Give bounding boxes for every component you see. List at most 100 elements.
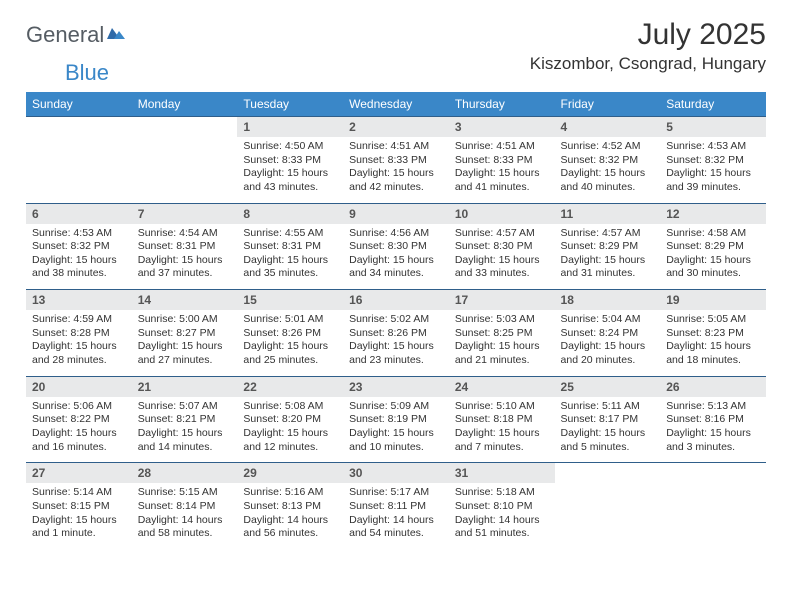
title-block: July 2025 Kiszombor, Csongrad, Hungary [530, 18, 766, 74]
day-number: 22 [237, 377, 343, 397]
day-details: Sunrise: 5:17 AMSunset: 8:11 PMDaylight:… [343, 483, 449, 549]
day-number: 9 [343, 204, 449, 224]
day-cell: 24Sunrise: 5:10 AMSunset: 8:18 PMDayligh… [449, 376, 555, 463]
day-number: 23 [343, 377, 449, 397]
location: Kiszombor, Csongrad, Hungary [530, 54, 766, 74]
day-details: Sunrise: 5:02 AMSunset: 8:26 PMDaylight:… [343, 310, 449, 376]
day-details: Sunrise: 5:05 AMSunset: 8:23 PMDaylight:… [660, 310, 766, 376]
day-details: Sunrise: 4:57 AMSunset: 8:30 PMDaylight:… [449, 224, 555, 290]
day-number: 28 [132, 463, 238, 483]
logo-text-blue: Blue [65, 60, 109, 86]
day-number: 21 [132, 377, 238, 397]
day-details: Sunrise: 4:53 AMSunset: 8:32 PMDaylight:… [660, 137, 766, 203]
day-number: 31 [449, 463, 555, 483]
day-number: 30 [343, 463, 449, 483]
day-details: Sunrise: 5:03 AMSunset: 8:25 PMDaylight:… [449, 310, 555, 376]
day-cell: 30Sunrise: 5:17 AMSunset: 8:11 PMDayligh… [343, 463, 449, 549]
day-header-wednesday: Wednesday [343, 92, 449, 117]
day-details: Sunrise: 5:13 AMSunset: 8:16 PMDaylight:… [660, 397, 766, 463]
day-number [660, 463, 766, 483]
day-cell: 9Sunrise: 4:56 AMSunset: 8:30 PMDaylight… [343, 203, 449, 290]
day-number: 18 [555, 290, 661, 310]
calendar-table: SundayMondayTuesdayWednesdayThursdayFrid… [26, 92, 766, 549]
day-details: Sunrise: 4:51 AMSunset: 8:33 PMDaylight:… [343, 137, 449, 203]
day-number: 6 [26, 204, 132, 224]
day-details: Sunrise: 4:53 AMSunset: 8:32 PMDaylight:… [26, 224, 132, 290]
day-cell: 14Sunrise: 5:00 AMSunset: 8:27 PMDayligh… [132, 290, 238, 377]
logo: General [26, 18, 128, 48]
day-number: 12 [660, 204, 766, 224]
day-details: Sunrise: 5:18 AMSunset: 8:10 PMDaylight:… [449, 483, 555, 549]
day-number: 15 [237, 290, 343, 310]
day-number: 2 [343, 117, 449, 137]
day-cell: 28Sunrise: 5:15 AMSunset: 8:14 PMDayligh… [132, 463, 238, 549]
day-cell: 16Sunrise: 5:02 AMSunset: 8:26 PMDayligh… [343, 290, 449, 377]
day-cell: 22Sunrise: 5:08 AMSunset: 8:20 PMDayligh… [237, 376, 343, 463]
day-details: Sunrise: 4:55 AMSunset: 8:31 PMDaylight:… [237, 224, 343, 290]
day-number: 25 [555, 377, 661, 397]
day-details: Sunrise: 5:07 AMSunset: 8:21 PMDaylight:… [132, 397, 238, 463]
day-details: Sunrise: 5:16 AMSunset: 8:13 PMDaylight:… [237, 483, 343, 549]
day-number: 24 [449, 377, 555, 397]
day-header-sunday: Sunday [26, 92, 132, 117]
day-cell: 18Sunrise: 5:04 AMSunset: 8:24 PMDayligh… [555, 290, 661, 377]
day-number: 13 [26, 290, 132, 310]
day-cell: 21Sunrise: 5:07 AMSunset: 8:21 PMDayligh… [132, 376, 238, 463]
month-title: July 2025 [530, 18, 766, 52]
day-number: 1 [237, 117, 343, 137]
day-header-thursday: Thursday [449, 92, 555, 117]
day-cell [555, 463, 661, 549]
day-number: 4 [555, 117, 661, 137]
day-number: 3 [449, 117, 555, 137]
day-number: 29 [237, 463, 343, 483]
day-details: Sunrise: 4:51 AMSunset: 8:33 PMDaylight:… [449, 137, 555, 203]
day-header-monday: Monday [132, 92, 238, 117]
day-cell: 11Sunrise: 4:57 AMSunset: 8:29 PMDayligh… [555, 203, 661, 290]
day-cell: 19Sunrise: 5:05 AMSunset: 8:23 PMDayligh… [660, 290, 766, 377]
day-details: Sunrise: 4:52 AMSunset: 8:32 PMDaylight:… [555, 137, 661, 203]
day-number: 19 [660, 290, 766, 310]
day-details: Sunrise: 5:08 AMSunset: 8:20 PMDaylight:… [237, 397, 343, 463]
day-cell: 25Sunrise: 5:11 AMSunset: 8:17 PMDayligh… [555, 376, 661, 463]
day-number: 7 [132, 204, 238, 224]
day-number: 5 [660, 117, 766, 137]
logo-text-gray: General [26, 22, 104, 48]
day-header-friday: Friday [555, 92, 661, 117]
day-number [555, 463, 661, 483]
day-number: 26 [660, 377, 766, 397]
day-cell: 6Sunrise: 4:53 AMSunset: 8:32 PMDaylight… [26, 203, 132, 290]
day-cell: 26Sunrise: 5:13 AMSunset: 8:16 PMDayligh… [660, 376, 766, 463]
day-header-tuesday: Tuesday [237, 92, 343, 117]
day-number: 17 [449, 290, 555, 310]
week-row: 27Sunrise: 5:14 AMSunset: 8:15 PMDayligh… [26, 463, 766, 549]
day-details: Sunrise: 4:56 AMSunset: 8:30 PMDaylight:… [343, 224, 449, 290]
day-number [132, 117, 238, 137]
day-details: Sunrise: 5:15 AMSunset: 8:14 PMDaylight:… [132, 483, 238, 549]
day-details: Sunrise: 5:04 AMSunset: 8:24 PMDaylight:… [555, 310, 661, 376]
week-row: 6Sunrise: 4:53 AMSunset: 8:32 PMDaylight… [26, 203, 766, 290]
week-row: 13Sunrise: 4:59 AMSunset: 8:28 PMDayligh… [26, 290, 766, 377]
day-cell [26, 117, 132, 204]
day-details: Sunrise: 5:06 AMSunset: 8:22 PMDaylight:… [26, 397, 132, 463]
day-details: Sunrise: 5:14 AMSunset: 8:15 PMDaylight:… [26, 483, 132, 549]
week-row: 20Sunrise: 5:06 AMSunset: 8:22 PMDayligh… [26, 376, 766, 463]
day-cell: 10Sunrise: 4:57 AMSunset: 8:30 PMDayligh… [449, 203, 555, 290]
day-cell: 7Sunrise: 4:54 AMSunset: 8:31 PMDaylight… [132, 203, 238, 290]
day-details: Sunrise: 5:09 AMSunset: 8:19 PMDaylight:… [343, 397, 449, 463]
day-details: Sunrise: 5:11 AMSunset: 8:17 PMDaylight:… [555, 397, 661, 463]
day-cell: 13Sunrise: 4:59 AMSunset: 8:28 PMDayligh… [26, 290, 132, 377]
day-cell: 2Sunrise: 4:51 AMSunset: 8:33 PMDaylight… [343, 117, 449, 204]
day-number: 14 [132, 290, 238, 310]
day-number: 20 [26, 377, 132, 397]
day-header-row: SundayMondayTuesdayWednesdayThursdayFrid… [26, 92, 766, 117]
day-number: 27 [26, 463, 132, 483]
day-number: 10 [449, 204, 555, 224]
day-cell: 20Sunrise: 5:06 AMSunset: 8:22 PMDayligh… [26, 376, 132, 463]
day-cell: 23Sunrise: 5:09 AMSunset: 8:19 PMDayligh… [343, 376, 449, 463]
day-details: Sunrise: 4:54 AMSunset: 8:31 PMDaylight:… [132, 224, 238, 290]
day-number: 11 [555, 204, 661, 224]
day-details: Sunrise: 4:50 AMSunset: 8:33 PMDaylight:… [237, 137, 343, 203]
day-number [26, 117, 132, 137]
week-row: 1Sunrise: 4:50 AMSunset: 8:33 PMDaylight… [26, 117, 766, 204]
day-cell: 4Sunrise: 4:52 AMSunset: 8:32 PMDaylight… [555, 117, 661, 204]
